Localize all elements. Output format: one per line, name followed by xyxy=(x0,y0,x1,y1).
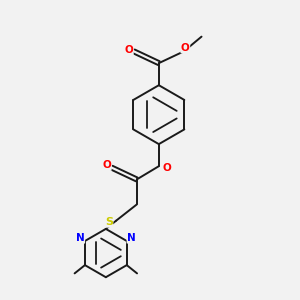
Text: O: O xyxy=(181,43,190,53)
Text: O: O xyxy=(124,45,133,55)
Text: O: O xyxy=(163,163,172,173)
Text: S: S xyxy=(105,217,113,227)
Text: O: O xyxy=(102,160,111,170)
Text: N: N xyxy=(127,233,136,243)
Text: N: N xyxy=(76,233,85,243)
